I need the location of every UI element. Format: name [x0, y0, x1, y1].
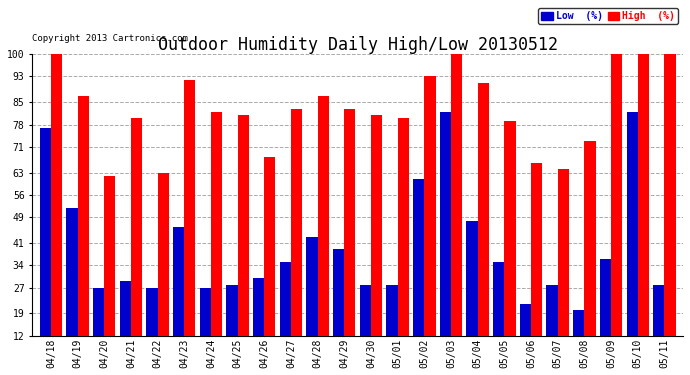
Bar — [451, 54, 462, 374]
Bar — [371, 115, 382, 374]
Bar — [93, 288, 104, 374]
Bar — [264, 156, 275, 374]
Bar — [184, 80, 195, 374]
Bar — [440, 112, 451, 374]
Bar — [211, 112, 222, 374]
Bar — [653, 285, 664, 374]
Bar — [131, 118, 142, 374]
Bar — [504, 122, 515, 374]
Bar — [558, 170, 569, 374]
Bar — [424, 76, 435, 374]
Bar — [66, 208, 77, 374]
Bar — [146, 288, 157, 374]
Bar — [477, 83, 489, 374]
Bar — [119, 282, 131, 374]
Bar — [173, 227, 184, 374]
Bar — [77, 96, 89, 374]
Bar — [466, 220, 477, 374]
Bar — [317, 96, 329, 374]
Title: Outdoor Humidity Daily High/Low 20130512: Outdoor Humidity Daily High/Low 20130512 — [157, 36, 558, 54]
Bar — [573, 310, 584, 374]
Bar — [51, 54, 62, 374]
Bar — [359, 285, 371, 374]
Bar — [104, 176, 115, 374]
Bar — [638, 54, 649, 374]
Bar — [546, 285, 558, 374]
Bar — [386, 285, 397, 374]
Bar — [611, 54, 622, 374]
Bar — [237, 115, 249, 374]
Bar — [279, 262, 291, 374]
Bar — [664, 54, 676, 374]
Bar — [531, 163, 542, 374]
Legend: Low  (%), High  (%): Low (%), High (%) — [538, 8, 678, 24]
Bar — [397, 118, 409, 374]
Bar — [40, 128, 51, 374]
Bar — [600, 259, 611, 374]
Bar — [253, 278, 264, 374]
Text: Copyright 2013 Cartronics.com: Copyright 2013 Cartronics.com — [32, 34, 188, 43]
Bar — [493, 262, 504, 374]
Bar — [520, 304, 531, 374]
Bar — [333, 249, 344, 374]
Bar — [413, 179, 424, 374]
Bar — [306, 237, 317, 374]
Bar — [199, 288, 211, 374]
Bar — [627, 112, 638, 374]
Bar — [584, 141, 595, 374]
Bar — [226, 285, 237, 374]
Bar — [157, 172, 169, 374]
Bar — [344, 108, 355, 374]
Bar — [291, 108, 302, 374]
